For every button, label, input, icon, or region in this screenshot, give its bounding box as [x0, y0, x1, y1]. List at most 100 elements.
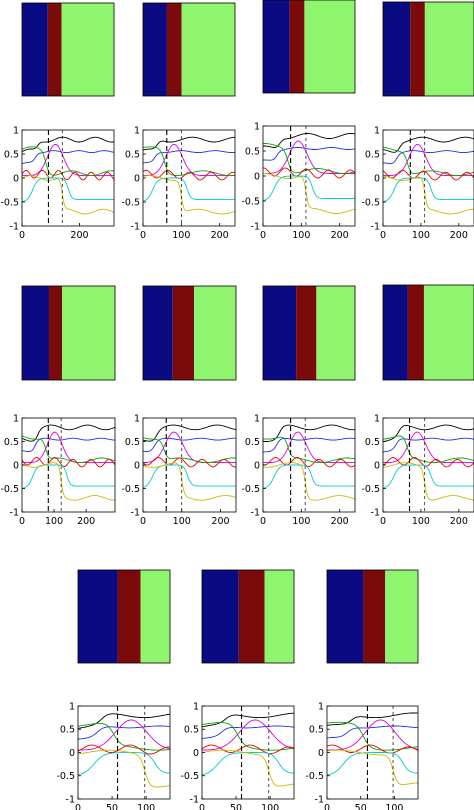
x-tick-label: 100 — [292, 230, 310, 241]
y-tick-label: 1 — [374, 413, 380, 424]
series-line-6 — [263, 464, 355, 489]
plot-background — [22, 418, 115, 512]
segment-band-middle — [238, 570, 265, 663]
y-tick-label: -1 — [371, 507, 380, 518]
y-tick-label: -1 — [131, 221, 140, 232]
series-line-6 — [202, 752, 294, 776]
y-tick-label: 1 — [134, 125, 140, 136]
y-tick-label: -1 — [190, 794, 199, 805]
y-tick-label: -0.5 — [361, 197, 380, 208]
plot-background — [383, 130, 474, 226]
panel-5: 10.50-0.5-10 100 200 — [0, 285, 116, 527]
series-line-2 — [22, 437, 115, 453]
segment-band-right — [304, 0, 355, 93]
y-tick-label: -1 — [251, 507, 260, 518]
x-tick-label: 200 — [450, 516, 468, 527]
segment-image-frame — [77, 569, 171, 664]
x-tick-label: 200 — [77, 516, 95, 527]
series-line-2 — [263, 437, 355, 453]
segment-image-frame — [142, 2, 236, 97]
series-line-6 — [22, 177, 114, 203]
series-line-6 — [383, 177, 474, 203]
x-tick-label: 0 — [380, 230, 386, 241]
series-line-3 — [22, 431, 115, 464]
series-line-4 — [22, 435, 115, 464]
series-line-2 — [327, 725, 418, 739]
y-tick-label: -0.5 — [56, 771, 75, 782]
x-tick-label: 100 — [412, 230, 430, 241]
y-tick-label: 1 — [374, 125, 380, 136]
series-lines — [263, 133, 355, 214]
panel-8: 10.50-0.5-10 100 200 — [361, 284, 474, 527]
series-line-7 — [383, 175, 474, 215]
series-line-5 — [383, 169, 474, 181]
panel-4: 10.50-0.5-10 100 200 — [361, 1, 474, 241]
y-tick-label: 0 — [134, 173, 140, 184]
panel-9: 10.50-0.5-10 50 100 — [56, 569, 171, 810]
y-tick-label: -0.5 — [0, 197, 19, 208]
series-line-1 — [22, 136, 114, 153]
x-tick-label: 200 — [70, 230, 88, 241]
y-tick-label: -0.5 — [305, 771, 324, 782]
y-tick-label: -1 — [315, 794, 324, 805]
x-tick-label: 0 — [75, 803, 81, 810]
y-tick-label: 0.5 — [4, 437, 19, 448]
segment-image-frame — [382, 1, 474, 97]
series-line-1 — [143, 424, 236, 442]
y-tick-label: 0.5 — [125, 149, 140, 160]
y-tick-label: -0.5 — [121, 197, 140, 208]
x-tick-label: 50 — [230, 803, 242, 810]
y-tick-label: -0.5 — [241, 484, 260, 495]
series-lines — [143, 424, 236, 501]
series-line-1 — [78, 713, 170, 729]
segment-band-right — [264, 570, 294, 663]
segment-band-right — [423, 285, 474, 380]
series-line-2 — [22, 150, 114, 165]
x-tick-label: 200 — [331, 516, 349, 527]
x-tick-label: 100 — [261, 803, 279, 810]
series-line-5 — [263, 457, 355, 468]
y-tick-label: 0.5 — [184, 725, 199, 736]
series-line-7 — [22, 462, 115, 501]
segment-image-frame — [21, 285, 116, 381]
segment-band-left — [143, 3, 167, 96]
y-tick-label: 0 — [374, 460, 380, 471]
y-tick-label: 1 — [134, 413, 140, 424]
y-tick-label: 0.5 — [245, 146, 260, 157]
series-line-6 — [143, 464, 236, 489]
series-line-1 — [202, 712, 294, 728]
series-line-2 — [202, 725, 294, 739]
series-line-1 — [383, 136, 474, 153]
series-lines — [78, 713, 170, 788]
series-line-7 — [263, 173, 355, 214]
panel-10: 10.50-0.5-10 50 100 — [180, 569, 295, 810]
series-line-3 — [143, 431, 236, 464]
x-tick-label: 100 — [292, 516, 310, 527]
series-line-2 — [263, 147, 355, 161]
panel-11: 10.50-0.5-10 50 100 — [305, 569, 419, 810]
series-line-6 — [22, 464, 115, 489]
segment-band-middle — [296, 286, 317, 380]
series-line-5 — [327, 744, 418, 754]
y-tick-label: 0 — [193, 748, 199, 759]
y-tick-label: -1 — [66, 794, 75, 805]
y-tick-label: -1 — [251, 221, 260, 232]
series-line-4 — [263, 143, 355, 174]
series-line-1 — [327, 712, 418, 726]
y-tick-label: 0 — [13, 173, 19, 184]
series-line-1 — [143, 136, 235, 151]
y-tick-label: 1 — [254, 121, 260, 132]
series-line-7 — [143, 175, 235, 215]
y-tick-label: 1 — [193, 701, 199, 712]
segment-band-left — [383, 2, 411, 96]
series-line-4 — [383, 146, 474, 177]
series-line-4 — [202, 722, 294, 751]
y-tick-label: 1 — [13, 125, 19, 136]
segment-band-middle — [407, 285, 424, 380]
panel-7: 10.50-0.5-10 100 200 — [241, 285, 356, 527]
segment-image-frame — [382, 284, 474, 381]
segment-band-right — [140, 570, 170, 663]
series-line-7 — [327, 749, 418, 785]
x-tick-label: 200 — [211, 516, 229, 527]
series-line-7 — [202, 749, 294, 787]
